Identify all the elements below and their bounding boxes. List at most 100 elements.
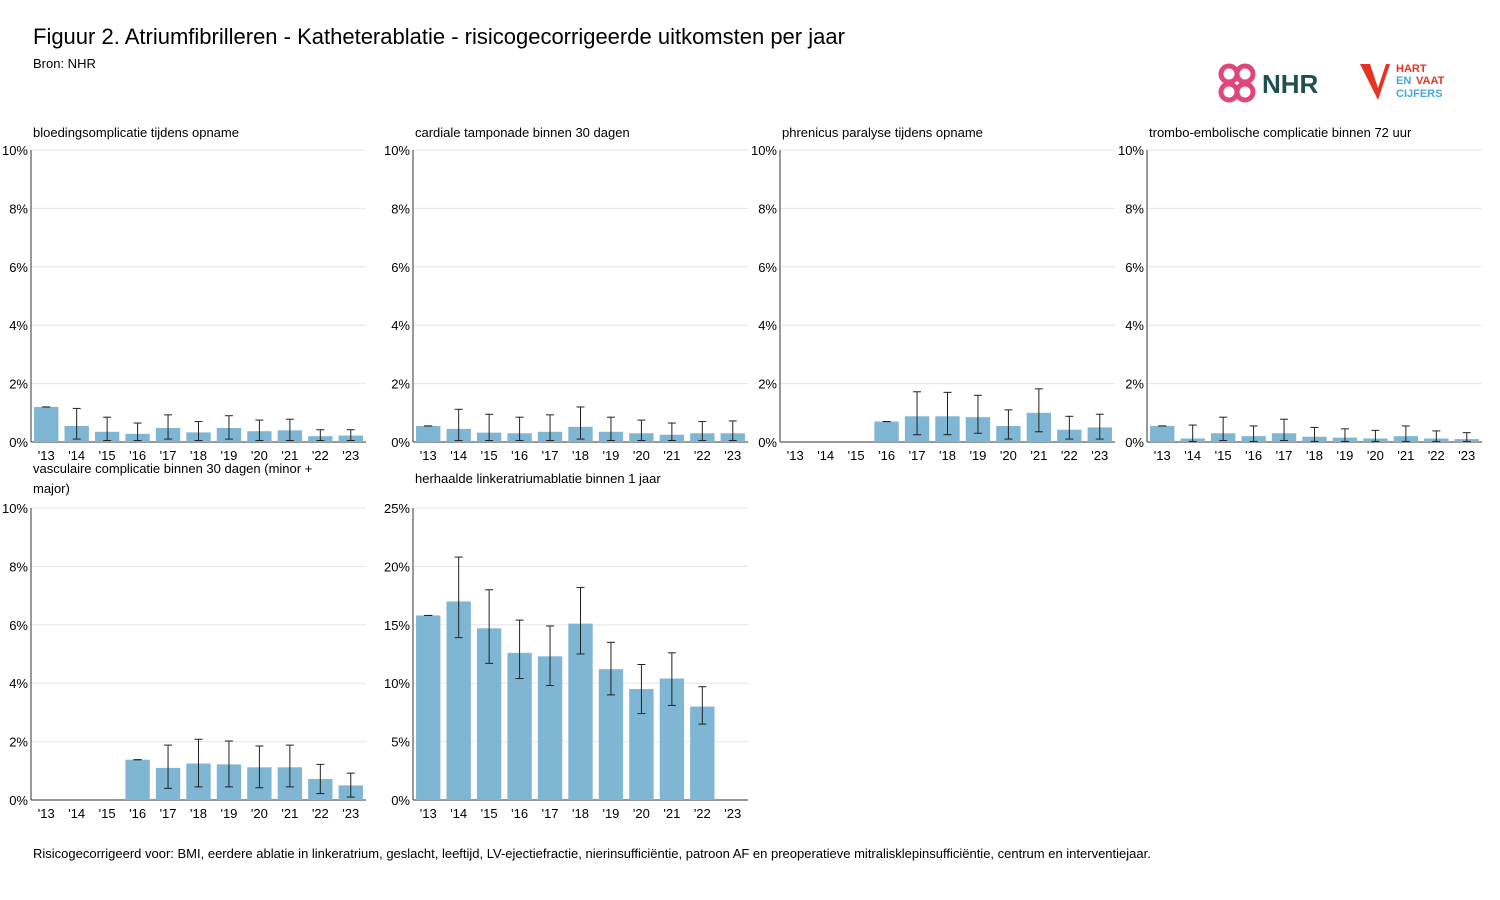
x-tick-label: '14 bbox=[68, 806, 85, 821]
x-tick-label: '23 bbox=[1091, 448, 1108, 463]
chart-panel: vasculaire complicatie binnen 30 dagen (… bbox=[2, 461, 366, 821]
x-tick-label: '20 bbox=[1367, 448, 1384, 463]
x-tick-label: '19 bbox=[969, 448, 986, 463]
x-tick-label: '15 bbox=[481, 806, 498, 821]
y-tick-label: 2% bbox=[9, 735, 28, 750]
x-tick-label: '15 bbox=[99, 448, 116, 463]
y-tick-label: 2% bbox=[9, 377, 28, 392]
x-tick-label: '18 bbox=[572, 806, 589, 821]
x-tick-label: '23 bbox=[1458, 448, 1475, 463]
chart-title: herhaalde linkeratriumablatie binnen 1 j… bbox=[415, 471, 661, 486]
chart-panel: cardiale tamponade binnen 30 dagen 0% 2% 4%… bbox=[384, 125, 748, 463]
x-tick-label: '13 bbox=[1154, 448, 1171, 463]
chart-panel: bloedingsomplicatie tijdens opname 0% 2% 4%… bbox=[2, 125, 366, 463]
y-tick-label: 10% bbox=[384, 676, 410, 691]
page-title: Figuur 2. Atriumfibrilleren - Katheterab… bbox=[33, 24, 845, 49]
x-tick-label: '13 bbox=[787, 448, 804, 463]
x-tick-label: '17 bbox=[1276, 448, 1293, 463]
x-tick-label: '20 bbox=[633, 806, 650, 821]
hart-en-vaat-cijfers-logo: HART EN VAAT CIJFERS bbox=[1360, 63, 1445, 100]
x-tick-label: '22 bbox=[312, 806, 329, 821]
y-tick-label: 4% bbox=[758, 318, 777, 333]
x-tick-label: '20 bbox=[251, 448, 268, 463]
bar bbox=[874, 421, 899, 442]
x-tick-label: '18 bbox=[939, 448, 956, 463]
y-tick-label: 10% bbox=[2, 501, 28, 516]
x-tick-label: '14 bbox=[1184, 448, 1201, 463]
x-tick-label: '23 bbox=[724, 448, 741, 463]
x-tick-label: '21 bbox=[663, 448, 680, 463]
x-tick-label: '21 bbox=[663, 806, 680, 821]
y-tick-label: 0% bbox=[9, 793, 28, 808]
x-tick-label: '18 bbox=[190, 448, 207, 463]
x-tick-label: '19 bbox=[602, 448, 619, 463]
chart-title: major) bbox=[33, 481, 70, 496]
y-tick-label: 4% bbox=[1125, 318, 1144, 333]
x-tick-label: '15 bbox=[481, 448, 498, 463]
y-tick-label: 0% bbox=[9, 435, 28, 450]
x-tick-label: '19 bbox=[602, 806, 619, 821]
x-tick-label: '19 bbox=[220, 806, 237, 821]
y-tick-label: 0% bbox=[1125, 435, 1144, 450]
bar bbox=[416, 615, 441, 800]
x-tick-label: '15 bbox=[848, 448, 865, 463]
x-tick-label: '13 bbox=[420, 448, 437, 463]
y-tick-label: 5% bbox=[391, 735, 410, 750]
y-tick-label: 8% bbox=[1125, 201, 1144, 216]
nhr-cross-icon bbox=[1218, 63, 1256, 103]
x-tick-label: '23 bbox=[724, 806, 741, 821]
x-tick-label: '21 bbox=[281, 806, 298, 821]
x-tick-label: '20 bbox=[1000, 448, 1017, 463]
x-tick-label: '17 bbox=[909, 448, 926, 463]
x-tick-label: '19 bbox=[1336, 448, 1353, 463]
x-tick-label: '20 bbox=[633, 448, 650, 463]
chart-panel: phrenicus paralyse tijdens opname 0% 2% 4% 6… bbox=[751, 125, 1115, 463]
chart-title: vasculaire complicatie binnen 30 dagen (… bbox=[33, 461, 312, 476]
x-tick-label: '21 bbox=[281, 448, 298, 463]
x-tick-label: '14 bbox=[450, 806, 467, 821]
y-tick-label: 0% bbox=[391, 435, 410, 450]
y-tick-label: 2% bbox=[1125, 377, 1144, 392]
y-tick-label: 10% bbox=[2, 143, 28, 158]
x-tick-label: '13 bbox=[420, 806, 437, 821]
hvc-line-3: VAAT bbox=[1416, 75, 1445, 87]
x-tick-label: '23 bbox=[342, 448, 359, 463]
x-tick-label: '21 bbox=[1030, 448, 1047, 463]
nhr-logo-text: NHR bbox=[1262, 69, 1319, 99]
x-tick-label: '19 bbox=[220, 448, 237, 463]
y-tick-label: 8% bbox=[391, 201, 410, 216]
source-label: Bron: NHR bbox=[33, 56, 96, 71]
x-tick-label: '22 bbox=[694, 448, 711, 463]
x-tick-label: '22 bbox=[1428, 448, 1445, 463]
y-tick-label: 8% bbox=[9, 559, 28, 574]
y-tick-label: 2% bbox=[758, 377, 777, 392]
y-tick-label: 8% bbox=[9, 201, 28, 216]
x-tick-label: '16 bbox=[878, 448, 895, 463]
x-tick-label: '16 bbox=[511, 806, 528, 821]
chart-title: cardiale tamponade binnen 30 dagen bbox=[415, 125, 630, 140]
x-tick-label: '16 bbox=[511, 448, 528, 463]
y-tick-label: 0% bbox=[758, 435, 777, 450]
bar bbox=[125, 759, 150, 800]
hvc-line-2: EN bbox=[1396, 75, 1411, 87]
x-tick-label: '17 bbox=[160, 448, 177, 463]
y-tick-label: 20% bbox=[384, 559, 410, 574]
chart-title: phrenicus paralyse tijdens opname bbox=[782, 125, 983, 140]
x-tick-label: '22 bbox=[694, 806, 711, 821]
y-tick-label: 10% bbox=[1118, 143, 1144, 158]
y-tick-label: 6% bbox=[1125, 260, 1144, 275]
y-tick-label: 4% bbox=[9, 318, 28, 333]
x-tick-label: '14 bbox=[450, 448, 467, 463]
x-tick-label: '23 bbox=[342, 806, 359, 821]
x-tick-label: '18 bbox=[572, 448, 589, 463]
y-tick-label: 6% bbox=[9, 618, 28, 633]
x-tick-label: '21 bbox=[1397, 448, 1414, 463]
chart-panel: trombo-embolische complicatie binnen 72 … bbox=[1118, 125, 1482, 463]
x-tick-label: '18 bbox=[190, 806, 207, 821]
x-tick-label: '14 bbox=[68, 448, 85, 463]
y-tick-label: 15% bbox=[384, 618, 410, 633]
chart-panel: herhaalde linkeratriumablatie binnen 1 j… bbox=[384, 471, 748, 821]
bar bbox=[1150, 425, 1175, 442]
x-tick-label: '16 bbox=[1245, 448, 1262, 463]
x-tick-label: '13 bbox=[38, 448, 55, 463]
